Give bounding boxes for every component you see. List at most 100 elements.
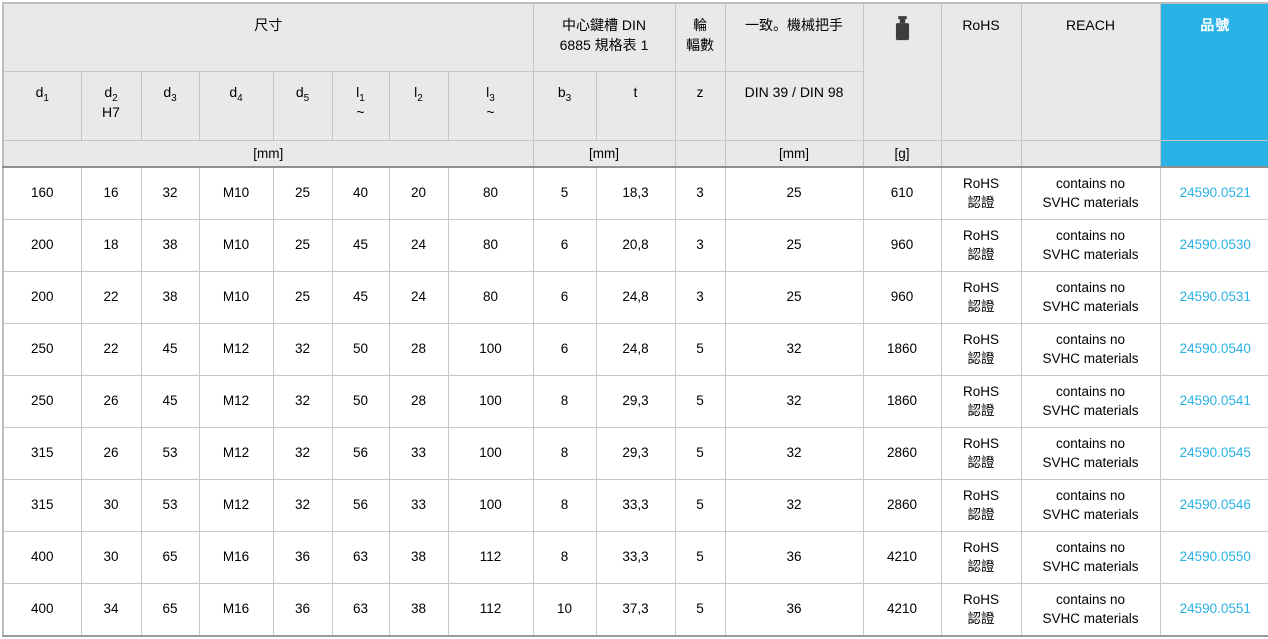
part-number-link[interactable]: 24590.0540 — [1159, 323, 1268, 376]
part-number-link[interactable]: 24590.0550 — [1159, 531, 1268, 584]
cell-handle-mm: 32 — [724, 427, 864, 480]
cell-b3: 10 — [532, 583, 597, 637]
subheader-d2-label: d — [104, 84, 113, 100]
cell-d1: 250 — [2, 375, 82, 428]
cell-rohs-status: RoHS 認證 — [940, 375, 1022, 428]
table-row: 250 22 45 M12 32 50 28 100 6 24,8 5 32 1860 RoHS 認證 con… — [2, 323, 1268, 376]
cell-t: 20,8 — [595, 219, 676, 272]
subheader-d5-line2 — [276, 103, 330, 123]
cell-d5: 25 — [272, 271, 333, 324]
cell-rohs-status: RoHS 認證 — [940, 583, 1022, 637]
cell-d4: M10 — [198, 166, 274, 220]
subheader-d5: d5 — [272, 71, 333, 141]
cell-d1: 315 — [2, 479, 82, 532]
rohs-status-line: RoHS — [962, 384, 999, 400]
cell-d5: 32 — [272, 479, 333, 532]
cell-l3: 100 — [447, 323, 534, 376]
unit-dimensions-mm: [mm] — [2, 140, 534, 168]
part-number-link[interactable]: 24590.0541 — [1159, 375, 1268, 428]
reach-status-line: SVHC materials — [1042, 454, 1139, 470]
cell-rohs-status: RoHS 認證 — [940, 531, 1022, 584]
reach-status-line: contains no — [1055, 280, 1126, 296]
cell-z: 5 — [674, 323, 726, 376]
cell-d2: 22 — [80, 271, 142, 324]
cell-rohs-status: RoHS 認證 — [940, 166, 1022, 220]
reach-status-line: contains no — [1055, 436, 1126, 452]
cell-l2: 33 — [388, 427, 449, 480]
cell-rohs-status: RoHS 認證 — [940, 219, 1022, 272]
subheader-t-label: t — [633, 84, 638, 100]
reach-status-line: contains no — [1055, 228, 1126, 244]
sub-header-row: d1 d2 H7 d3 d4 d5 l1 ~ — [2, 71, 1268, 141]
rohs-status-line: 認證 — [967, 350, 995, 366]
cell-weight-g: 2860 — [862, 427, 942, 480]
reach-status-line: SVHC materials — [1042, 610, 1139, 626]
cell-weight-g: 1860 — [862, 375, 942, 428]
table-row: 315 30 53 M12 32 56 33 100 8 33,3 5 32 2860 RoHS 認證 con… — [2, 479, 1268, 532]
subheader-l3-label: l — [486, 84, 490, 100]
cell-handle-mm: 25 — [724, 219, 864, 272]
cell-b3: 6 — [532, 323, 597, 376]
cell-b3: 8 — [532, 375, 597, 428]
cell-d4: M12 — [198, 323, 274, 376]
part-number-link[interactable]: 24590.0551 — [1159, 583, 1268, 637]
rohs-status-line: 認證 — [967, 298, 995, 314]
header-rohs: RoHS — [940, 2, 1022, 141]
cell-reach-status: contains no SVHC materials — [1020, 271, 1161, 324]
cell-t: 29,3 — [595, 427, 676, 480]
section-header-row: 尺寸 中心鍵槽 DIN 6885 規格表 1 輪 輻數 一致。機械把手 — [2, 2, 1268, 141]
part-number-link[interactable]: 24590.0546 — [1159, 479, 1268, 532]
cell-d2: 26 — [80, 375, 142, 428]
cell-handle-mm: 25 — [724, 271, 864, 324]
rohs-status-line: RoHS — [962, 488, 999, 504]
subheader-z: z — [674, 71, 726, 141]
cell-d3: 53 — [140, 427, 200, 480]
cell-z: 5 — [674, 375, 726, 428]
rohs-status-line: RoHS — [962, 436, 999, 452]
cell-reach-status: contains no SVHC materials — [1020, 323, 1161, 376]
reach-status-line: SVHC materials — [1042, 506, 1139, 522]
cell-d5: 25 — [272, 219, 333, 272]
part-number-link[interactable]: 24590.0531 — [1159, 271, 1268, 324]
cell-z: 3 — [674, 271, 726, 324]
cell-z: 5 — [674, 583, 726, 637]
header-spokes-line1: 輪 — [693, 17, 707, 33]
cell-d4: M10 — [198, 271, 274, 324]
cell-weight-g: 610 — [862, 166, 942, 220]
cell-l3: 112 — [447, 531, 534, 584]
rohs-status-line: 認證 — [967, 194, 995, 210]
cell-weight-g: 960 — [862, 219, 942, 272]
part-number-link[interactable]: 24590.0545 — [1159, 427, 1268, 480]
cell-reach-status: contains no SVHC materials — [1020, 166, 1161, 220]
rohs-status-line: 認證 — [967, 558, 995, 574]
subheader-d4-sub: 4 — [237, 92, 243, 104]
rohs-status-line: 認證 — [967, 610, 995, 626]
header-handle: 一致。機械把手 — [724, 2, 864, 72]
reach-status-line: SVHC materials — [1042, 246, 1139, 262]
subheader-d5-sub: 5 — [303, 92, 310, 104]
part-number-link[interactable]: 24590.0521 — [1159, 166, 1268, 220]
cell-d2: 16 — [80, 166, 142, 220]
part-number-link[interactable]: 24590.0530 — [1159, 219, 1268, 272]
cell-handle-mm: 32 — [724, 375, 864, 428]
unit-keyway-mm: [mm] — [532, 140, 676, 168]
cell-d4: M16 — [198, 583, 274, 637]
reach-status-line: contains no — [1055, 488, 1126, 504]
table-row: 200 18 38 M10 25 45 24 80 6 20,8 3 25 960 RoHS 認證 conta… — [2, 219, 1268, 272]
cell-rohs-status: RoHS 認證 — [940, 479, 1022, 532]
cell-t: 33,3 — [595, 531, 676, 584]
cell-d3: 65 — [140, 531, 200, 584]
cell-d1: 160 — [2, 166, 82, 220]
cell-l1: 40 — [331, 166, 390, 220]
cell-d3: 38 — [140, 271, 200, 324]
subheader-l3: l3 ~ — [447, 71, 534, 141]
cell-z: 3 — [674, 219, 726, 272]
weight-icon — [895, 16, 909, 41]
subheader-z-label: z — [696, 84, 704, 100]
reach-status-line: contains no — [1055, 592, 1126, 608]
cell-weight-g: 4210 — [862, 583, 942, 637]
reach-status-line: SVHC materials — [1042, 194, 1139, 210]
rohs-status-line: RoHS — [962, 592, 999, 608]
unit-spokes-empty — [674, 140, 726, 168]
